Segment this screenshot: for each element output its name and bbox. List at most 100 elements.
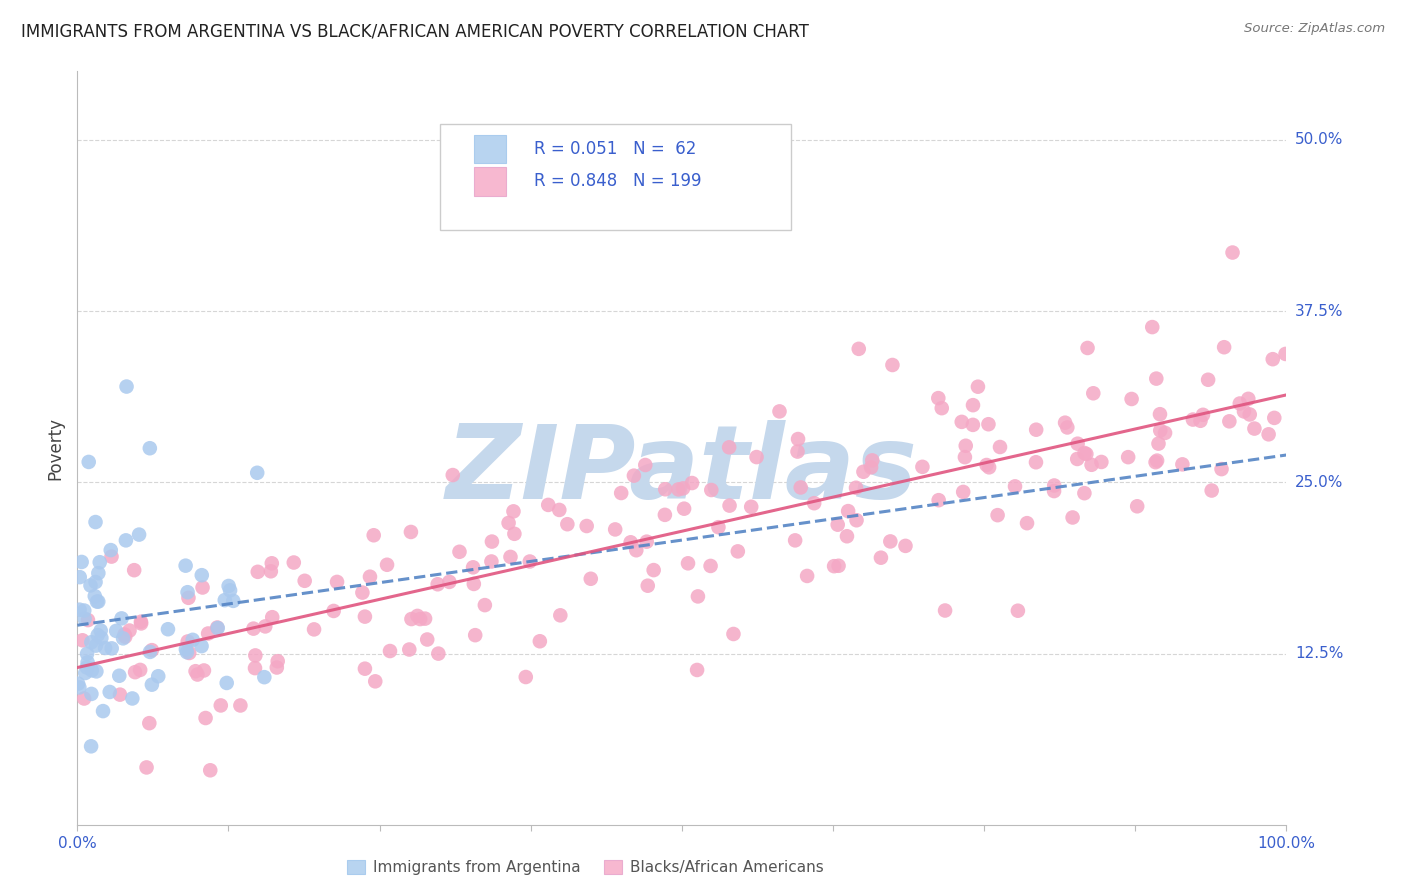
- Blacks/African Americans: [1062, 510, 1084, 524]
- Blacks/African Americans: [464, 628, 486, 642]
- Blacks/African Americans: [977, 417, 1000, 432]
- Blacks/African Americans: [186, 667, 208, 681]
- Blacks/African Americans: [406, 608, 429, 623]
- Blacks/African Americans: [1211, 462, 1233, 476]
- Blacks/African Americans: [363, 528, 385, 542]
- Immigrants from Argentina: [222, 594, 245, 608]
- Blacks/African Americans: [1237, 392, 1260, 406]
- Immigrants from Argentina: [90, 631, 112, 645]
- Blacks/African Americans: [401, 612, 423, 626]
- Blacks/African Americans: [449, 545, 471, 559]
- Blacks/African Americans: [654, 482, 676, 496]
- Blacks/African Americans: [718, 440, 741, 454]
- Blacks/African Americans: [322, 604, 344, 618]
- Text: Source: ZipAtlas.com: Source: ZipAtlas.com: [1244, 22, 1385, 36]
- Blacks/African Americans: [1261, 352, 1284, 367]
- Blacks/African Americans: [129, 663, 152, 677]
- Immigrants from Argentina: [91, 704, 114, 718]
- Blacks/African Americans: [503, 526, 526, 541]
- Immigrants from Argentina: [73, 603, 96, 617]
- Blacks/African Americans: [911, 459, 934, 474]
- Blacks/African Americans: [1066, 436, 1088, 450]
- Blacks/African Americans: [620, 535, 643, 549]
- Immigrants from Argentina: [156, 622, 179, 636]
- Text: 12.5%: 12.5%: [1295, 647, 1343, 661]
- Blacks/African Americans: [439, 574, 461, 589]
- Blacks/African Americans: [193, 664, 215, 678]
- Blacks/African Americans: [481, 554, 503, 568]
- Blacks/African Americans: [72, 633, 94, 648]
- Blacks/African Americans: [502, 504, 524, 518]
- Blacks/African Americans: [114, 627, 136, 641]
- Blacks/African Americans: [1146, 453, 1168, 467]
- Blacks/African Americans: [579, 572, 602, 586]
- Blacks/African Americans: [637, 579, 659, 593]
- Blacks/African Americans: [962, 417, 984, 432]
- Blacks/African Americans: [398, 642, 420, 657]
- Immigrants from Argentina: [94, 640, 117, 655]
- Immigrants from Argentina: [80, 635, 103, 649]
- Immigrants from Argentina: [84, 575, 107, 590]
- Immigrants from Argentina: [191, 568, 214, 582]
- Blacks/African Americans: [955, 439, 977, 453]
- Immigrants from Argentina: [87, 594, 110, 608]
- Immigrants from Argentina: [214, 593, 236, 607]
- Blacks/African Americans: [934, 603, 956, 617]
- Blacks/African Americans: [1257, 427, 1279, 442]
- Immigrants from Argentina: [76, 660, 98, 674]
- Immigrants from Argentina: [76, 656, 98, 670]
- Immigrants from Argentina: [100, 641, 122, 656]
- Immigrants from Argentina: [75, 665, 97, 680]
- Blacks/African Americans: [122, 563, 145, 577]
- Immigrants from Argentina: [76, 647, 98, 661]
- Blacks/African Americans: [686, 590, 709, 604]
- Blacks/African Americans: [1213, 340, 1236, 354]
- Blacks/African Americans: [700, 483, 723, 497]
- Blacks/African Americans: [1056, 420, 1078, 434]
- Bar: [474, 167, 506, 195]
- Blacks/African Americans: [1054, 416, 1077, 430]
- Blacks/African Americans: [294, 574, 316, 588]
- Blacks/African Americans: [191, 581, 214, 595]
- Blacks/African Americans: [100, 549, 122, 564]
- Immigrants from Argentina: [128, 527, 150, 541]
- Immigrants from Argentina: [67, 676, 90, 690]
- Immigrants from Argentina: [139, 441, 162, 455]
- Blacks/African Americans: [1043, 478, 1066, 492]
- Blacks/African Americans: [179, 646, 201, 660]
- Blacks/African Americans: [894, 539, 917, 553]
- Blacks/African Americans: [672, 482, 695, 496]
- Immigrants from Argentina: [207, 621, 229, 635]
- Blacks/African Americans: [302, 623, 325, 637]
- Blacks/African Americans: [354, 662, 377, 676]
- Immigrants from Argentina: [80, 687, 103, 701]
- Blacks/African Americans: [787, 432, 810, 446]
- Blacks/African Americans: [118, 624, 141, 638]
- Blacks/African Americans: [1073, 446, 1095, 460]
- Blacks/African Americans: [654, 508, 676, 522]
- Text: ZIPatlas: ZIPatlas: [446, 420, 918, 521]
- Immigrants from Argentina: [190, 639, 212, 653]
- Blacks/African Americans: [260, 556, 283, 570]
- Blacks/African Americans: [636, 534, 658, 549]
- Immigrants from Argentina: [176, 585, 198, 599]
- Blacks/African Americans: [882, 358, 904, 372]
- Immigrants from Argentina: [115, 533, 138, 548]
- Blacks/African Americans: [135, 760, 157, 774]
- Immigrants from Argentina: [69, 570, 91, 584]
- Immigrants from Argentina: [215, 676, 238, 690]
- Blacks/African Americans: [260, 564, 283, 578]
- Immigrants from Argentina: [174, 642, 197, 657]
- Blacks/African Americans: [409, 612, 432, 626]
- Blacks/African Americans: [1015, 516, 1038, 531]
- Blacks/African Americans: [707, 520, 730, 534]
- Blacks/African Americans: [326, 574, 349, 589]
- Blacks/African Americans: [1239, 408, 1261, 422]
- Blacks/African Americans: [931, 401, 953, 416]
- Blacks/African Americans: [529, 634, 551, 648]
- Blacks/African Americans: [745, 450, 768, 464]
- Text: 37.5%: 37.5%: [1295, 303, 1343, 318]
- Blacks/African Americans: [1218, 414, 1240, 428]
- Blacks/African Americans: [634, 458, 657, 472]
- Blacks/African Americans: [785, 533, 807, 548]
